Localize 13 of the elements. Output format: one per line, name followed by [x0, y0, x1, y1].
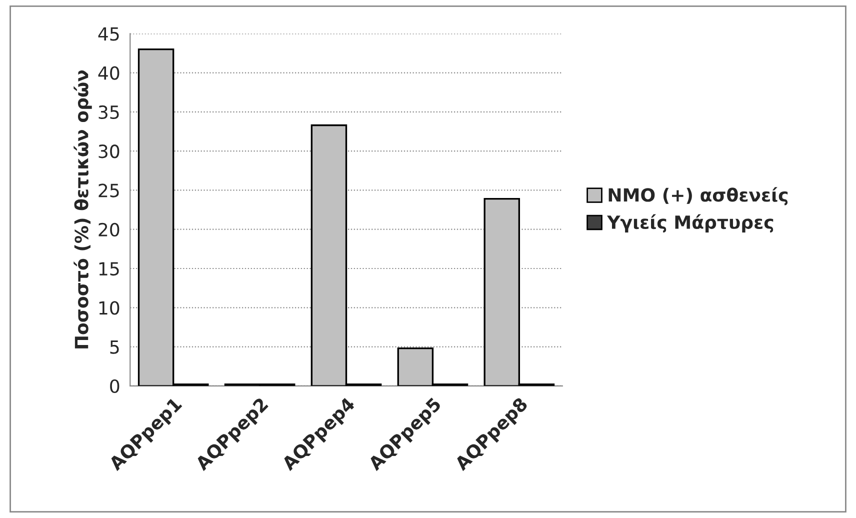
y-tick-label: 5 [110, 340, 119, 354]
legend-label: Υγιείς Μάρτυρες [606, 214, 774, 232]
y-tick-label: 15 [99, 262, 119, 276]
y-axis-title: Ποσοστό (%) θετικών ορών [74, 70, 92, 348]
y-tick-label: 40 [98, 66, 120, 80]
y-tick-label: 0 [110, 379, 120, 394]
y-tick-label: 35 [98, 105, 119, 120]
y-tick-label: 30 [98, 144, 120, 158]
y-tick-label: 25 [98, 184, 119, 198]
y-tick-label: 10 [99, 301, 120, 315]
legend-label: NMO (+) ασθενείς [608, 187, 788, 206]
y-tick-label: 20 [98, 222, 120, 236]
y-tick-label: 45 [98, 27, 119, 41]
